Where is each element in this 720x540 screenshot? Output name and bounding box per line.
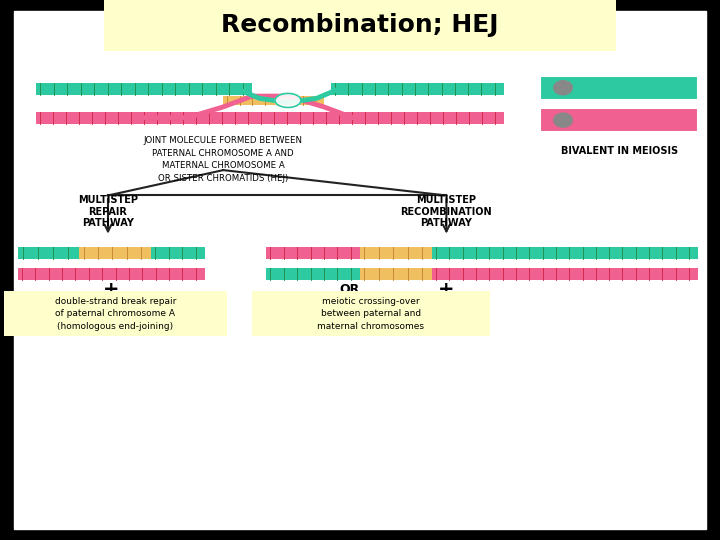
- FancyBboxPatch shape: [18, 268, 205, 280]
- FancyBboxPatch shape: [360, 247, 432, 259]
- Text: MULTISTEP
RECOMBINATION
PATHWAY: MULTISTEP RECOMBINATION PATHWAY: [400, 195, 492, 228]
- Text: OR: OR: [339, 284, 359, 296]
- FancyBboxPatch shape: [266, 247, 360, 259]
- FancyBboxPatch shape: [223, 96, 324, 105]
- Text: JOINT MOLECULE FORMED BETWEEN
PATERNAL CHROMOSOME A AND
MATERNAL CHROMOSOME A
OR: JOINT MOLECULE FORMED BETWEEN PATERNAL C…: [144, 136, 302, 183]
- FancyBboxPatch shape: [79, 247, 151, 259]
- Text: meiotic crossing-over
between paternal and
maternal chromosomes: meiotic crossing-over between paternal a…: [318, 297, 424, 330]
- FancyBboxPatch shape: [151, 247, 205, 259]
- FancyBboxPatch shape: [104, 0, 616, 51]
- Text: BIVALENT IN MEIOSIS: BIVALENT IN MEIOSIS: [561, 146, 678, 156]
- Polygon shape: [275, 93, 301, 107]
- Circle shape: [554, 113, 572, 127]
- Text: +: +: [438, 280, 454, 300]
- FancyBboxPatch shape: [36, 112, 504, 124]
- FancyBboxPatch shape: [266, 268, 360, 280]
- Text: double-strand break repair
of paternal chromosome A
(homologous end-joining): double-strand break repair of paternal c…: [55, 297, 176, 330]
- FancyBboxPatch shape: [432, 268, 698, 280]
- FancyBboxPatch shape: [432, 247, 698, 259]
- FancyBboxPatch shape: [360, 268, 432, 280]
- FancyBboxPatch shape: [331, 83, 504, 95]
- Text: MULTISTEP
REPAIR
PATHWAY: MULTISTEP REPAIR PATHWAY: [78, 195, 138, 228]
- Text: Recombination; HEJ: Recombination; HEJ: [221, 14, 499, 37]
- FancyBboxPatch shape: [540, 76, 698, 100]
- FancyBboxPatch shape: [540, 108, 698, 132]
- Circle shape: [554, 80, 572, 95]
- FancyBboxPatch shape: [4, 291, 227, 336]
- FancyBboxPatch shape: [18, 247, 79, 259]
- FancyBboxPatch shape: [36, 83, 252, 95]
- Text: +: +: [104, 280, 120, 300]
- FancyBboxPatch shape: [252, 291, 490, 336]
